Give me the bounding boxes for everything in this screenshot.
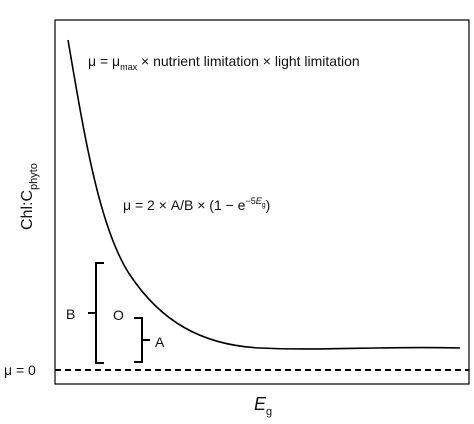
label-part: g: [266, 406, 272, 418]
eq-part: g: [262, 202, 266, 209]
chl-equation: μ = 2 × A/B × (1 − e−5Eg): [123, 196, 270, 213]
x-axis-label: Eg: [254, 394, 272, 418]
growth-equation: μ = μmax × nutrient limitation × light l…: [88, 53, 360, 72]
y-axis-label: Chl:Cphyto: [19, 163, 40, 230]
label-part: E: [254, 394, 267, 414]
plot-frame: [54, 19, 470, 385]
bracket-a: [134, 317, 150, 363]
label-b: B: [66, 306, 75, 322]
eq-part: μ = 2 × A/B × (1 − e: [123, 197, 246, 213]
label-part: phyto: [28, 163, 40, 190]
eq-part: max: [120, 62, 138, 72]
label-part: Chl:C: [19, 190, 36, 230]
label-o: O: [113, 307, 124, 323]
label-mu-zero: μ = 0: [4, 362, 36, 378]
curve: [67, 39, 461, 350]
eq-part: μ = μ: [88, 53, 120, 69]
eq-part: ): [266, 197, 271, 213]
label-a: A: [155, 334, 165, 350]
eq-part: −5: [245, 196, 255, 206]
eq-part: × nutrient limitation × light limitation: [137, 53, 360, 69]
eq-part: E: [256, 196, 263, 206]
bracket-b: [88, 262, 104, 364]
